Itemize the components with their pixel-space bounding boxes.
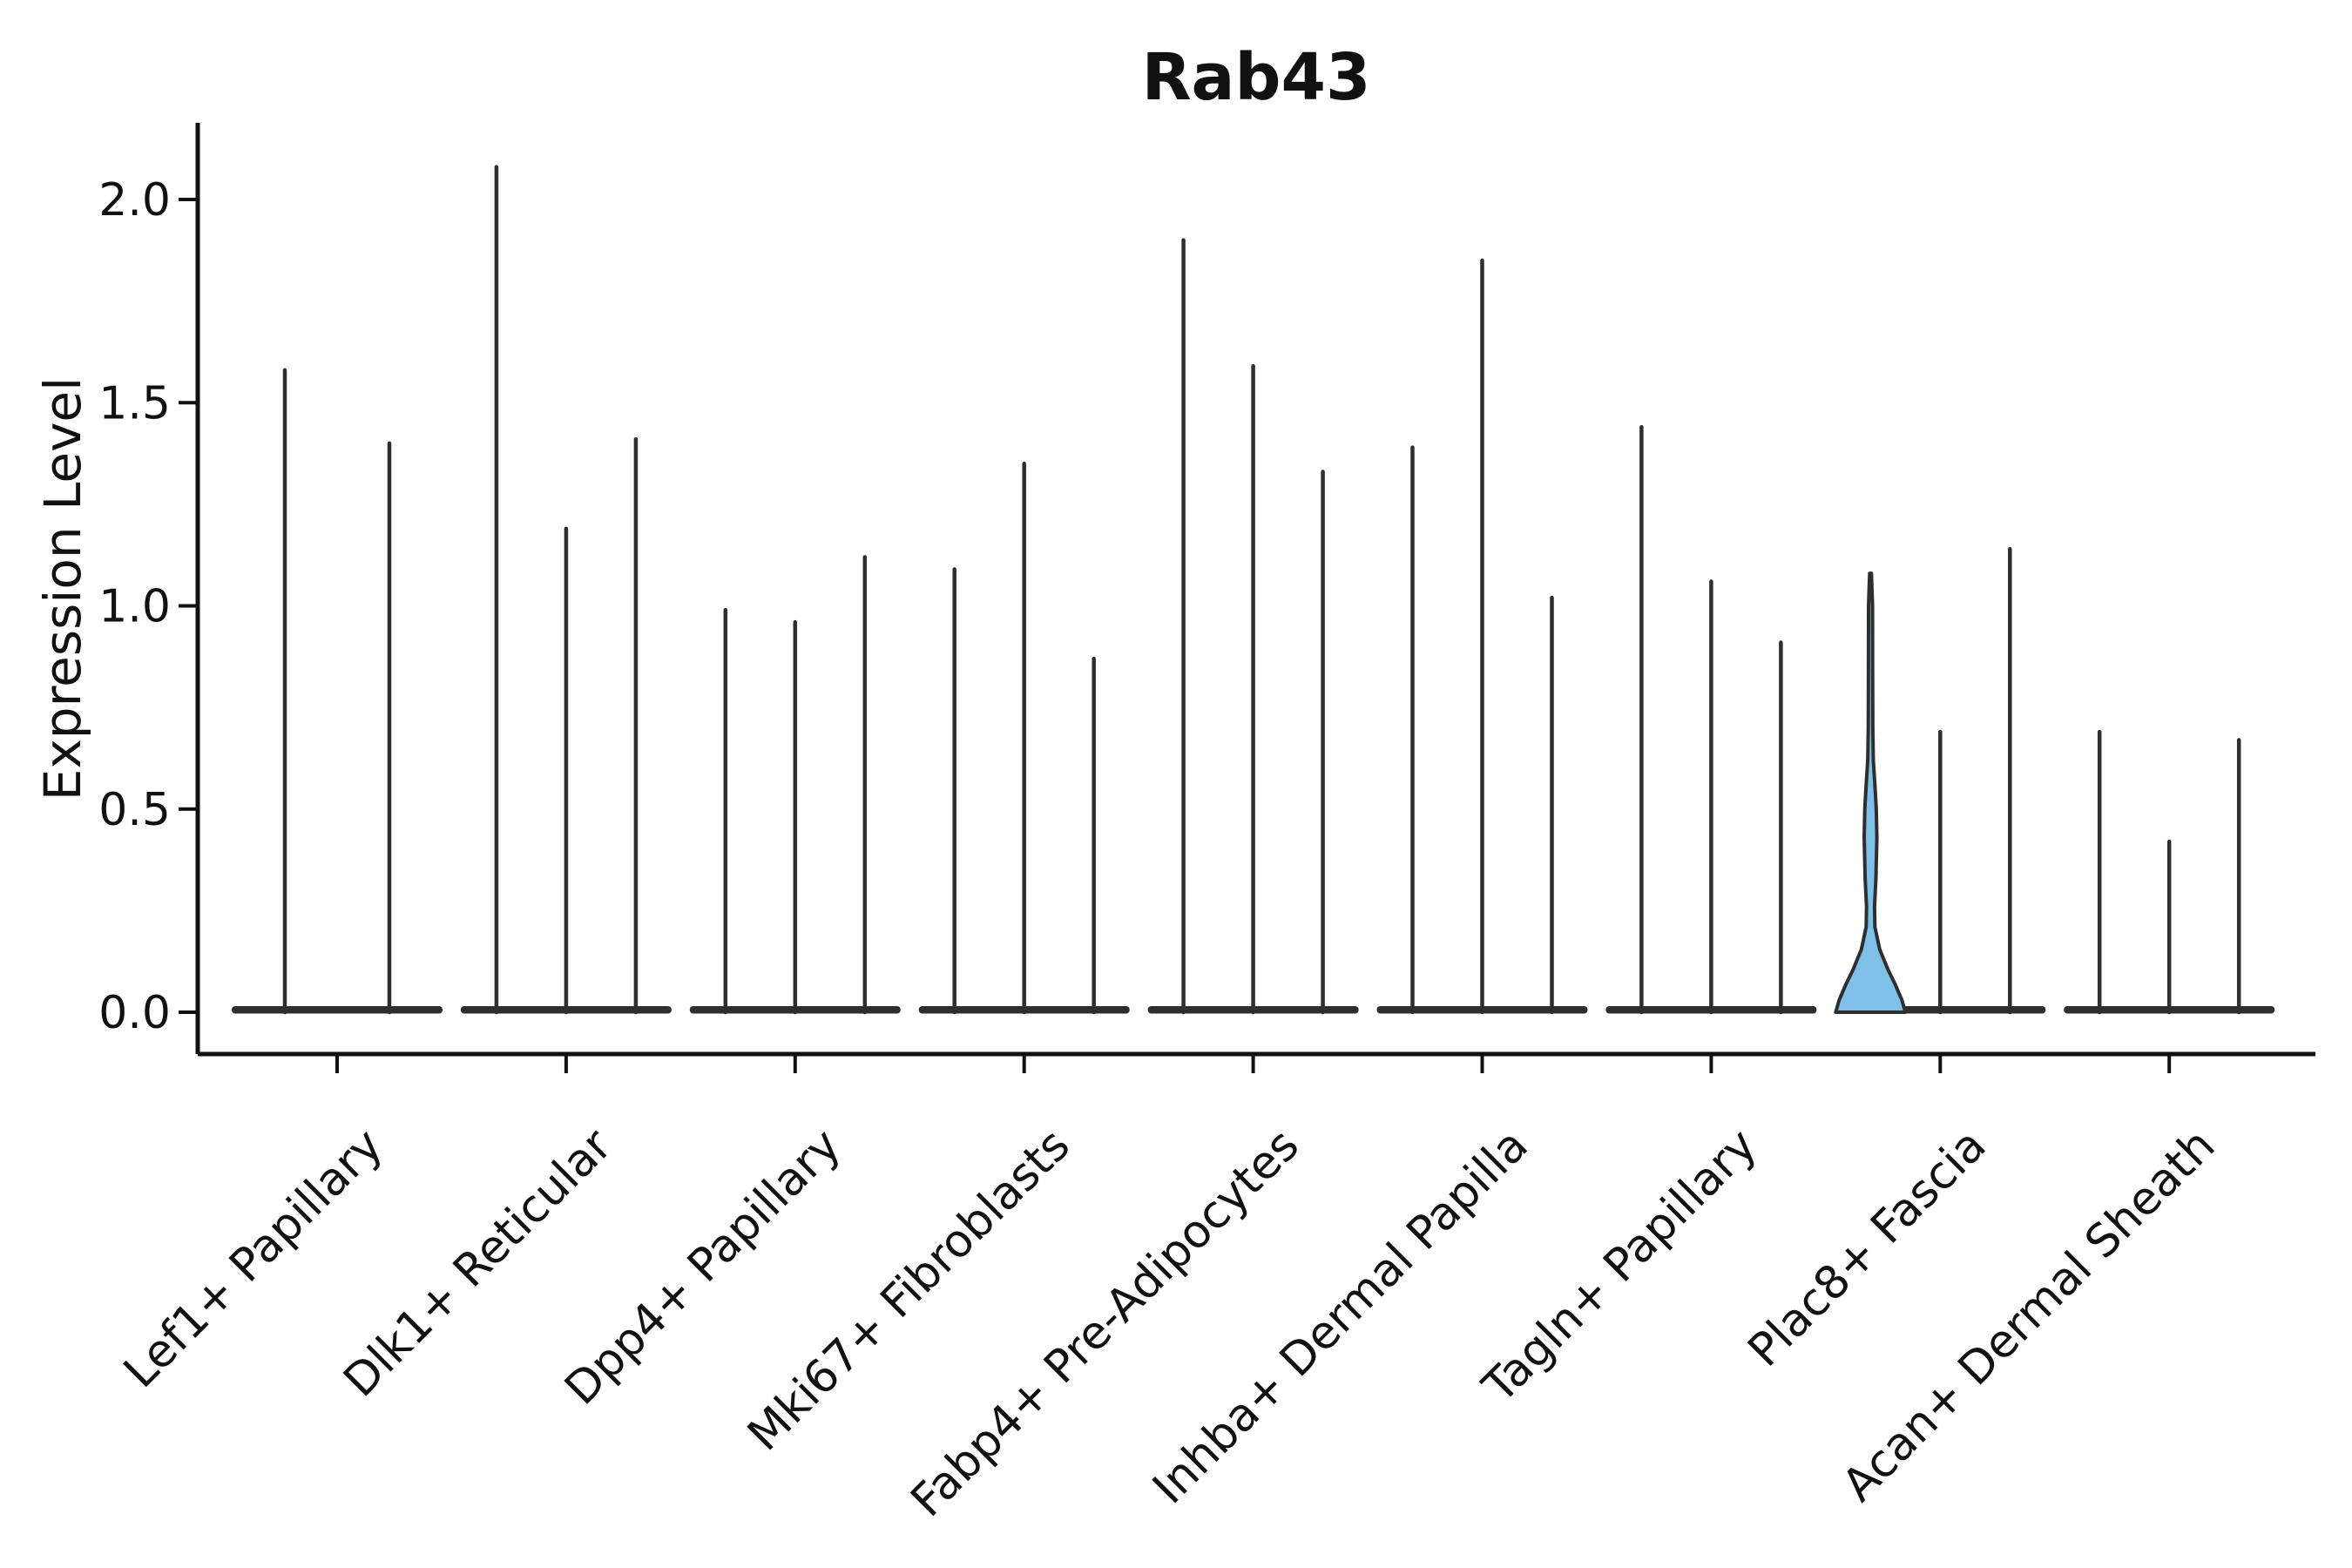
y-tick-label: 1.5 — [98, 377, 171, 429]
x-tick-label: Fabp4+ Pre-Adipocytes — [901, 1119, 1308, 1527]
x-tick-label: Acan+ Dermal Sheath — [1833, 1119, 2226, 1512]
y-tick-label: 1.0 — [98, 581, 171, 633]
highlighted-violin — [1834, 571, 1908, 1014]
violin-baseline — [232, 1006, 443, 1014]
y-axis-label: Expression Level — [33, 377, 92, 801]
y-tick-label: 0.0 — [98, 987, 171, 1039]
y-tick-label: 2.0 — [98, 174, 171, 226]
chart-title: Rab43 — [1142, 40, 1371, 115]
y-tick-labels: 0.0 0.5 1.0 1.5 2.0 — [98, 174, 171, 1039]
x-tick-label: Inhba+ Dermal Papilla — [1143, 1119, 1538, 1514]
x-tick-label: Plac8+ Fascia — [1739, 1119, 1997, 1377]
axes — [179, 123, 2315, 1073]
violins — [232, 165, 2275, 1015]
y-tick-label: 0.5 — [98, 784, 171, 836]
